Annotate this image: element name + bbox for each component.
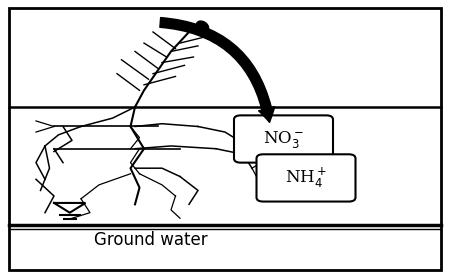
FancyArrowPatch shape [160, 18, 275, 122]
FancyBboxPatch shape [256, 154, 356, 202]
Ellipse shape [196, 21, 209, 32]
FancyBboxPatch shape [234, 115, 333, 163]
Text: NO$_3^-$: NO$_3^-$ [263, 128, 304, 150]
Text: Ground water: Ground water [94, 232, 208, 249]
Text: NH$_4^+$: NH$_4^+$ [285, 166, 327, 190]
